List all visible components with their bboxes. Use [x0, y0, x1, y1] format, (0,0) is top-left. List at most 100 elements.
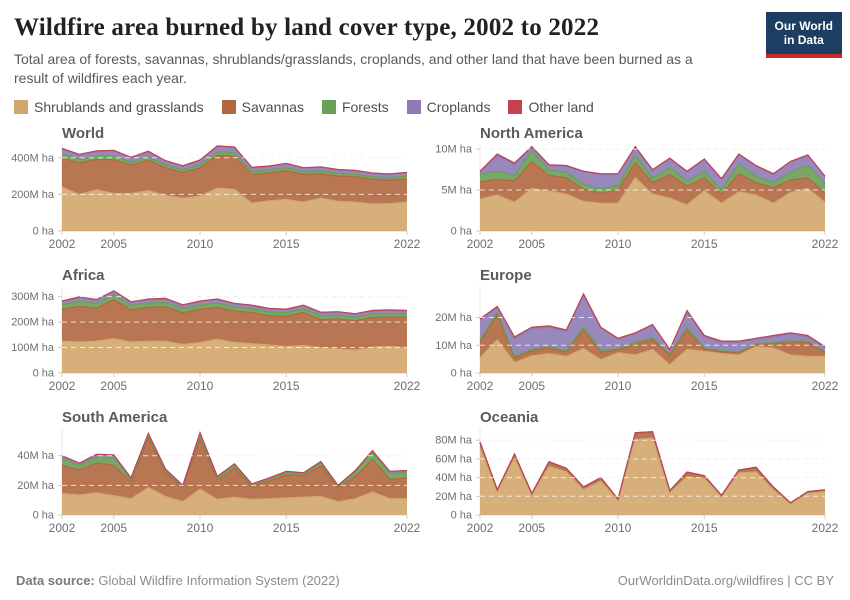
line-other-land: [479, 430, 826, 504]
line-savannas: [479, 313, 826, 359]
area-shrublands-and-grasslands: [62, 338, 407, 373]
legend-label: Croplands: [426, 98, 491, 115]
facet-title-world: World: [62, 124, 105, 142]
x-tick-label: 2015: [273, 379, 300, 393]
legend-item-forests[interactable]: Forests: [321, 98, 389, 115]
facet-oceania: Oceania 0 ha 20M ha 40M ha 60M ha 80M ha 2002…: [432, 408, 839, 539]
x-tick-label: 2002: [49, 521, 76, 535]
y-tick-label: 40M ha: [435, 472, 473, 484]
x-tick-label: 2002: [467, 521, 494, 535]
chart-south-america[interactable]: 0 ha 20M ha 40M ha 2002 2005 2010 2015 2022: [14, 428, 421, 539]
data-source-label: Data source:: [16, 573, 95, 588]
owid-logo[interactable]: Our World in Data: [765, 12, 842, 58]
legend-label: Savannas: [241, 98, 304, 115]
area-croplands: [62, 146, 407, 178]
y-tick-label: 20M ha: [435, 491, 473, 503]
x-tick-label: 2010: [187, 521, 214, 535]
chart-subtitle: Total area of forests, savannas, shrubla…: [14, 51, 693, 86]
owid-logo-line2: in Data: [783, 33, 824, 48]
legend-label: Forests: [341, 98, 389, 115]
y-tick-label: 80M ha: [435, 434, 473, 446]
x-tick-label: 2015: [691, 237, 718, 251]
legend-label: Other land: [528, 98, 594, 115]
x-tick-label: 2022: [394, 237, 421, 251]
line-shrublands-and-grasslands: [61, 486, 407, 503]
line-forests: [61, 294, 408, 318]
line-other-land: [61, 289, 408, 315]
line-savannas: [61, 436, 408, 489]
x-tick-label: 2005: [518, 237, 545, 251]
y-tick-label: 60M ha: [435, 453, 473, 465]
facet-africa: Africa 0 ha 100M ha 200M ha 300M ha 2002 2005…: [11, 266, 421, 397]
line-other-land: [479, 292, 826, 351]
x-tick-label: 2010: [187, 379, 214, 393]
line-shrublands-and-grasslands: [479, 338, 825, 366]
x-tick-label: 2010: [605, 521, 632, 535]
y-tick-label: 0 ha: [451, 509, 473, 521]
x-tick-label: 2022: [812, 379, 839, 393]
line-other-land: [61, 430, 408, 487]
area-savannas: [62, 299, 407, 350]
line-forests: [479, 149, 826, 191]
line-savannas: [61, 298, 408, 322]
area-shrublands-and-grasslands: [480, 339, 825, 373]
area-shrublands-and-grasslands: [480, 438, 825, 515]
x-tick-label: 2015: [691, 521, 718, 535]
x-tick-label: 2015: [273, 237, 300, 251]
line-savannas: [479, 160, 826, 195]
x-tick-label: 2010: [605, 379, 632, 393]
facet-europe: Europe 0 ha 10M ha 20M ha 2002 2005 2010 2015 2…: [432, 267, 839, 397]
y-tick-label: 400M ha: [11, 152, 55, 164]
facet-north-america: North America 0 ha 5M ha 10M ha 2002 2005 201…: [432, 124, 838, 255]
chart-oceania[interactable]: 0 ha 20M ha 40M ha 60M ha 80M ha 2002 2005 2010…: [432, 428, 839, 539]
legend-item-savannas[interactable]: Savannas: [221, 98, 304, 115]
x-tick-label: 2022: [394, 379, 421, 393]
line-forests: [61, 432, 408, 488]
page-title: Wildfire area burned by land cover type,…: [14, 14, 600, 41]
area-shrublands-and-grasslands: [480, 177, 825, 231]
y-tick-label: 0 ha: [33, 367, 55, 379]
chart-world[interactable]: 0 ha 200M ha 400M ha 2002 2005 2010 2015 2022: [11, 144, 421, 255]
facet-title-oceania: Oceania: [480, 408, 539, 426]
y-tick-label: 0 ha: [451, 225, 473, 237]
facet-title-south-america: South America: [62, 408, 168, 426]
x-tick-label: 2015: [691, 379, 718, 393]
legend-item-shrublands[interactable]: Shrublands and grasslands: [14, 99, 204, 115]
citation-link[interactable]: OurWorldinData.org/wildfires | CC BY: [617, 573, 834, 588]
x-tick-label: 2022: [812, 521, 839, 535]
data-source: Data source: Global Wildfire Information…: [16, 573, 340, 588]
facet-title-north-america: North America: [480, 124, 583, 142]
x-tick-label: 2005: [100, 521, 127, 535]
y-tick-label: 40M ha: [17, 450, 55, 462]
line-savannas: [61, 154, 408, 181]
y-tick-label: 10M ha: [435, 340, 473, 352]
legend: Shrublands and grasslands Savannas Fores…: [14, 99, 836, 115]
x-tick-label: 2002: [467, 379, 494, 393]
legend-item-other-land[interactable]: Other land: [508, 98, 594, 115]
area-forests: [62, 151, 407, 180]
y-tick-label: 100M ha: [11, 342, 55, 354]
line-shrublands-and-grasslands: [61, 337, 408, 351]
x-tick-label: 2005: [100, 237, 127, 251]
charts-grid: World 0 ha 200M ha 400M ha 2002 2005 2010 2015…: [11, 124, 839, 539]
area-shrublands-and-grasslands: [62, 186, 407, 231]
x-tick-label: 2002: [467, 237, 494, 251]
area-forests: [62, 294, 407, 321]
area-croplands: [480, 147, 825, 190]
line-other-land: [479, 145, 826, 180]
legend-item-croplands[interactable]: Croplands: [406, 98, 491, 115]
facet-world: World 0 ha 200M ha 400M ha 2002 2005 2010 2015…: [11, 124, 421, 255]
data-source-value: Global Wildfire Information System (2022…: [98, 573, 340, 588]
y-tick-label: 20M ha: [17, 480, 55, 492]
legend-swatch-icon: [221, 99, 236, 114]
x-tick-label: 2010: [187, 237, 214, 251]
chart-africa[interactable]: 0 ha 100M ha 200M ha 300M ha 2002 2005 2010 201…: [11, 286, 421, 397]
facet-title-africa: Africa: [62, 266, 105, 284]
y-tick-label: 0 ha: [33, 225, 55, 237]
y-tick-label: 10M ha: [435, 143, 473, 155]
chart-north-america[interactable]: 0 ha 5M ha 10M ha 2002 2005 2010 2015 2022: [432, 143, 838, 255]
facet-south-america: South America 0 ha 20M ha 40M ha 2002 2005 20…: [14, 408, 421, 539]
chart-europe[interactable]: 0 ha 10M ha 20M ha 2002 2005 2010 2015 2022: [432, 286, 839, 397]
line-shrublands-and-grasslands: [479, 437, 826, 505]
x-tick-label: 2015: [273, 521, 300, 535]
